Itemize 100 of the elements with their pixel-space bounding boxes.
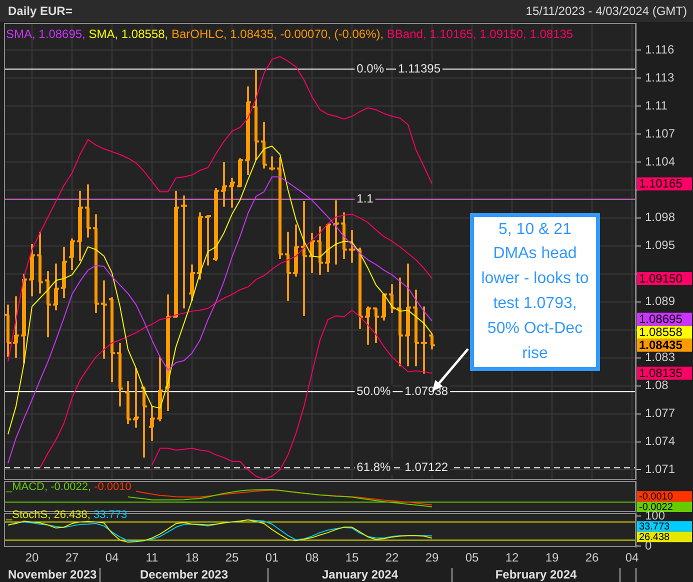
y-tick-label: 1.095	[645, 238, 676, 252]
candlestick	[300, 200, 308, 317]
x-tick-label: 19	[545, 550, 559, 565]
candlestick	[172, 190, 180, 319]
text: 26.438	[639, 532, 670, 544]
y-tick-label: 1.11	[645, 98, 668, 112]
chart-subtitle: 15/11/2023 - 4/03/2024 (GMT)	[526, 4, 687, 18]
candlestick	[388, 283, 396, 314]
text: SMA	[6, 27, 32, 41]
text: 1.08558	[639, 325, 683, 340]
y-tick-label: 1.113	[645, 70, 674, 84]
y-tick-label: 1.074	[645, 434, 676, 448]
annotation: 5, 10 & 21 DMAs head lower - looks to test 1.0793, 50% Oct-Dec rise	[470, 213, 600, 371]
text: -0.0010	[639, 492, 674, 503]
candlestick	[68, 237, 76, 272]
y-tick-label: 1.104	[645, 154, 676, 168]
y-tick-label: 1.077	[645, 406, 676, 420]
candlestick	[196, 211, 204, 280]
candlestick	[76, 190, 84, 262]
candlestick	[428, 332, 436, 350]
x-tick-label: 11	[146, 550, 159, 565]
candlestick	[124, 380, 132, 426]
candlestick	[44, 270, 52, 338]
ref-line-label: 61.8% 1.07122	[356, 460, 448, 474]
x-tick-label: 27	[65, 550, 79, 565]
y-tick-label: 1.083	[645, 350, 676, 364]
x-tick-label: 20	[25, 550, 39, 565]
candlestick	[340, 211, 348, 260]
y-tick-label: 1.08	[645, 378, 669, 392]
x-tick-label: 25	[225, 550, 239, 565]
candlestick	[148, 405, 156, 442]
text: SMA	[88, 27, 115, 41]
candlestick	[36, 230, 44, 294]
candlestick	[404, 262, 412, 368]
y-tick-label: 1.098	[645, 210, 676, 224]
candlestick	[12, 295, 20, 359]
candlestick	[260, 120, 268, 170]
annotation: , 1.08558,	[114, 27, 170, 41]
candlestick	[20, 272, 28, 364]
text: November 2023	[8, 567, 98, 582]
candlestick	[284, 230, 292, 302]
annotation: , 1.08695,	[32, 27, 86, 41]
x-tick-label: 05	[465, 550, 479, 565]
candlestick	[324, 222, 332, 274]
candlestick	[52, 262, 60, 312]
x-tick-label: 18	[185, 550, 199, 565]
y-tick-label: 1.089	[645, 294, 676, 308]
candlestick	[372, 306, 380, 344]
candlestick	[380, 292, 388, 322]
ref-line-label: 0.0% 1.11395	[356, 61, 441, 76]
y-tick-label: 1.116	[645, 42, 674, 56]
x-tick-label: 15	[345, 550, 359, 565]
x-tick-label: 22	[385, 550, 399, 565]
candlestick	[60, 246, 68, 300]
x-tick-label: 26	[585, 550, 599, 565]
candlestick	[164, 293, 172, 412]
candlestick	[100, 279, 108, 360]
candlestick	[132, 367, 140, 429]
candlestick	[116, 342, 124, 408]
text: 1.08695	[639, 312, 683, 326]
annotation: _MACD, -0.0022, -0.0010	[6, 481, 132, 493]
candlestick	[348, 229, 356, 264]
x-tick-label: 01	[265, 550, 279, 565]
candlestick	[220, 160, 228, 208]
text: January 2024	[322, 567, 398, 582]
candlestick	[140, 386, 148, 459]
annotation: , 1.08435, -0.00070, (-0.06%),	[223, 27, 385, 41]
candlestick	[268, 155, 276, 172]
x-tick-label: 12	[505, 550, 519, 565]
candlestick	[180, 194, 188, 310]
candlestick	[28, 243, 36, 298]
candlestick	[308, 232, 316, 274]
y-tick-label: 1.071	[645, 462, 676, 476]
candlestick	[396, 276, 404, 368]
y-tick-label: 1.107	[645, 126, 676, 140]
annotation: _StochS, 26.438, 33.773	[6, 509, 128, 521]
candlestick	[188, 264, 196, 302]
candlestick	[4, 304, 12, 358]
text: 1.10165	[639, 176, 683, 191]
text: December 2023	[140, 567, 228, 582]
x-tick-label: 04	[105, 550, 119, 565]
chart-title: Daily EUR=	[8, 4, 72, 18]
candlestick	[292, 223, 300, 278]
candlestick	[228, 176, 236, 209]
text: February 2024	[495, 567, 578, 582]
candlestick	[244, 85, 252, 176]
candlestick	[236, 157, 244, 188]
candlestick	[420, 306, 428, 375]
candlestick	[316, 225, 324, 276]
x-tick-label: 04	[625, 550, 639, 565]
ref-line-label: 1.1	[356, 192, 374, 206]
candlestick	[204, 215, 212, 266]
candlestick	[412, 288, 420, 368]
x-tick-label: 29	[425, 550, 439, 565]
candlestick	[364, 306, 372, 346]
text: 1.09150	[639, 271, 683, 286]
candlestick	[156, 356, 164, 422]
text: BBand	[386, 27, 423, 41]
text: 33.773	[639, 522, 670, 533]
candlestick	[84, 183, 92, 239]
